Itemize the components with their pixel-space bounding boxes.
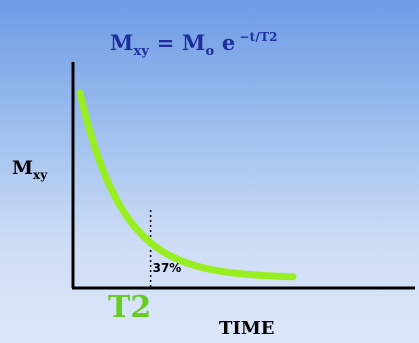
title-lhs-sub: xy xyxy=(133,44,150,59)
y-axis-label-main: M xyxy=(12,157,34,179)
y-axis-label-sub: xy xyxy=(33,168,48,182)
annotation-37-percent: 37% xyxy=(153,261,182,275)
title-exponent: −t/T2 xyxy=(239,30,278,44)
title-equals: = xyxy=(156,30,175,55)
title-rhs: M xyxy=(182,30,206,55)
title-exp-base: e xyxy=(221,30,236,55)
series-decay-curve xyxy=(76,89,297,281)
y-axis-label: Mxy xyxy=(12,157,47,182)
title-rhs-sub: o xyxy=(205,44,215,59)
chart-title-equation: Mxy = Mo e −t/T2 xyxy=(110,30,278,59)
x-axis-label: TIME xyxy=(219,318,275,339)
title-lhs: M xyxy=(110,30,134,55)
t2-label: T2 xyxy=(108,290,152,325)
